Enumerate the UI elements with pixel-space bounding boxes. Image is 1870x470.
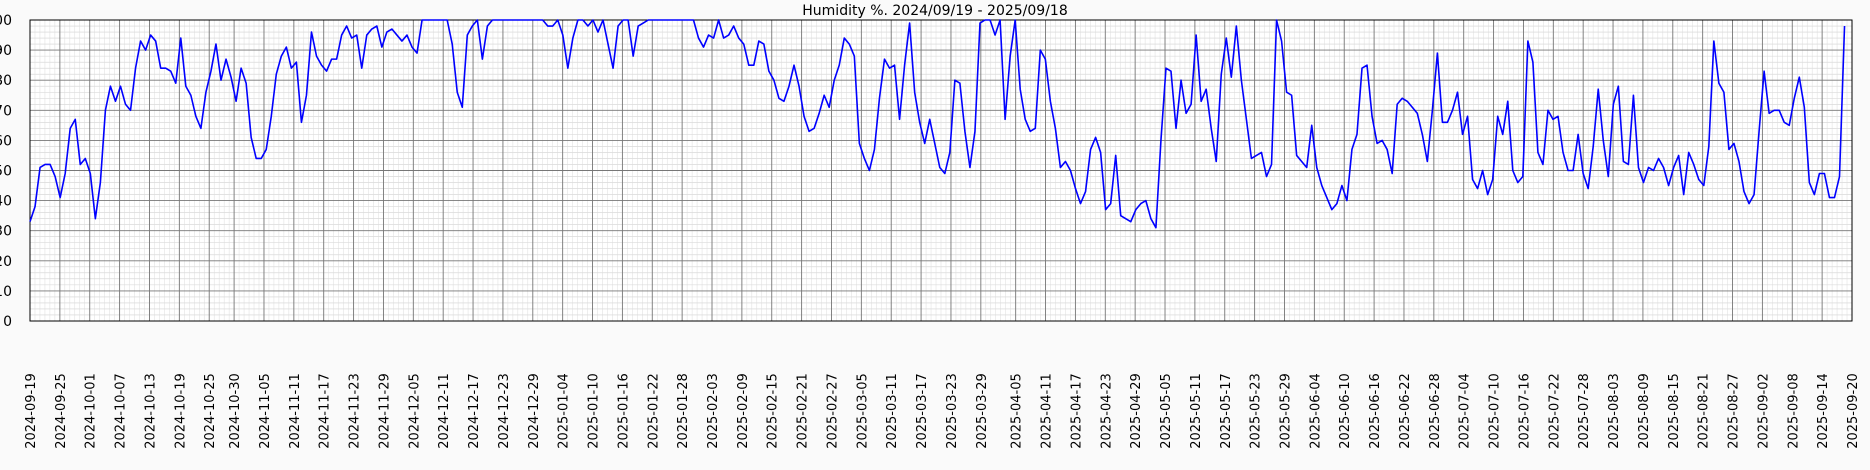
x-tick-label: 2024-10-01	[84, 373, 99, 449]
x-tick-label: 2025-08-03	[1607, 373, 1622, 449]
x-tick-label: 2025-05-17	[1219, 373, 1234, 449]
x-tick-label: 2025-06-16	[1368, 373, 1383, 449]
x-tick-label: 2025-07-28	[1577, 373, 1592, 449]
x-tick-label: 2025-09-14	[1816, 373, 1831, 449]
y-tick-label: 30	[0, 224, 12, 240]
x-tick-label: 2025-08-09	[1637, 373, 1652, 449]
x-tick-label: 2025-01-10	[587, 373, 602, 449]
x-tick-label: 2025-06-10	[1338, 373, 1353, 449]
y-tick-label: 70	[0, 103, 12, 119]
x-tick-label: 2025-05-29	[1278, 373, 1293, 449]
y-tick-label: 20	[0, 254, 12, 270]
x-tick-label: 2024-09-19	[24, 373, 39, 449]
x-tick-label: 2025-02-03	[706, 373, 721, 449]
x-tick-label: 2024-11-11	[288, 373, 303, 449]
x-tick-label: 2024-11-23	[348, 373, 363, 449]
x-tick-label: 2025-03-23	[945, 373, 960, 449]
x-tick-label: 2024-12-23	[497, 373, 512, 449]
x-tick-label: 2025-07-22	[1547, 373, 1562, 449]
x-tick-label: 2025-07-04	[1458, 373, 1473, 449]
x-tick-label: 2024-10-07	[114, 373, 129, 449]
x-tick-label: 2025-07-10	[1488, 373, 1503, 449]
x-tick-label: 2025-02-21	[796, 373, 811, 449]
y-tick-label: 50	[0, 164, 12, 180]
y-tick-label: 40	[0, 194, 12, 210]
y-tick-label: 10	[0, 284, 12, 300]
x-tick-label: 2025-05-23	[1249, 373, 1264, 449]
plot-frame	[29, 19, 1853, 322]
x-tick-label: 2024-11-29	[377, 373, 392, 449]
x-tick-label: 2024-12-05	[407, 373, 422, 449]
x-tick-label: 2025-04-11	[1040, 373, 1055, 449]
x-tick-label: 2024-10-30	[228, 373, 243, 449]
humidity-series-line	[29, 19, 1846, 229]
y-axis-ticks: 0 10 20 30 40 50 60 70 80 90 100	[0, 13, 12, 330]
x-tick-label: 2024-09-25	[54, 373, 69, 449]
y-tick-label: 100	[0, 13, 12, 29]
y-tick-label: 60	[0, 133, 12, 149]
x-tick-label: 2024-12-11	[437, 373, 452, 449]
x-tick-label: 2024-11-05	[258, 373, 273, 449]
x-tick-label: 2025-07-16	[1517, 373, 1532, 449]
x-tick-label: 2024-10-25	[203, 373, 218, 449]
x-tick-label: 2025-04-29	[1129, 373, 1144, 449]
x-tick-label: 2025-08-21	[1697, 373, 1712, 449]
x-tick-label: 2025-06-28	[1428, 373, 1443, 449]
x-tick-label: 2025-04-17	[1069, 373, 1084, 449]
x-tick-label: 2024-10-13	[143, 373, 158, 449]
x-tick-label: 2024-11-17	[318, 373, 333, 449]
x-tick-label: 2025-02-15	[766, 373, 781, 449]
x-tick-label: 2025-02-09	[736, 373, 751, 449]
x-tick-label: 2025-01-22	[646, 373, 661, 449]
x-tick-label: 2024-12-17	[467, 373, 482, 449]
x-tick-label: 2025-06-04	[1308, 373, 1323, 449]
y-tick-label: 0	[3, 314, 12, 330]
x-tick-label: 2025-05-11	[1189, 373, 1204, 449]
x-tick-label: 2024-12-29	[527, 373, 542, 449]
x-tick-label: 2025-03-17	[915, 373, 930, 449]
x-tick-label: 2025-01-16	[616, 373, 631, 449]
y-tick-label: 90	[0, 43, 12, 59]
x-tick-label: 2025-06-22	[1398, 373, 1413, 449]
x-tick-label: 2025-09-02	[1756, 373, 1771, 449]
x-tick-label: 2025-09-08	[1786, 373, 1801, 449]
x-tick-label: 2025-03-05	[855, 373, 870, 449]
x-tick-label: 2025-01-28	[676, 373, 691, 449]
y-tick-label: 80	[0, 73, 12, 89]
x-tick-label: 2025-01-04	[557, 373, 572, 449]
x-tick-label: 2025-03-11	[885, 373, 900, 449]
x-tick-label: 2025-05-05	[1159, 373, 1174, 449]
x-axis-ticks: 2024-09-19 2024-09-25 2024-10-01 2024-10-07…	[24, 373, 1861, 449]
x-tick-label: 2024-10-19	[173, 373, 188, 449]
chart-title: Humidity %. 2024/09/19 - 2025/09/18	[802, 3, 1067, 19]
x-tick-label: 2025-04-05	[1010, 373, 1025, 449]
x-tick-label: 2025-02-27	[825, 373, 840, 449]
x-tick-label: 2025-08-27	[1727, 373, 1742, 449]
x-tick-label: 2025-03-29	[975, 373, 990, 449]
x-tick-label: 2025-04-23	[1099, 373, 1114, 449]
x-tick-label: 2025-09-20	[1846, 373, 1861, 449]
x-tick-label: 2025-08-15	[1667, 373, 1682, 449]
